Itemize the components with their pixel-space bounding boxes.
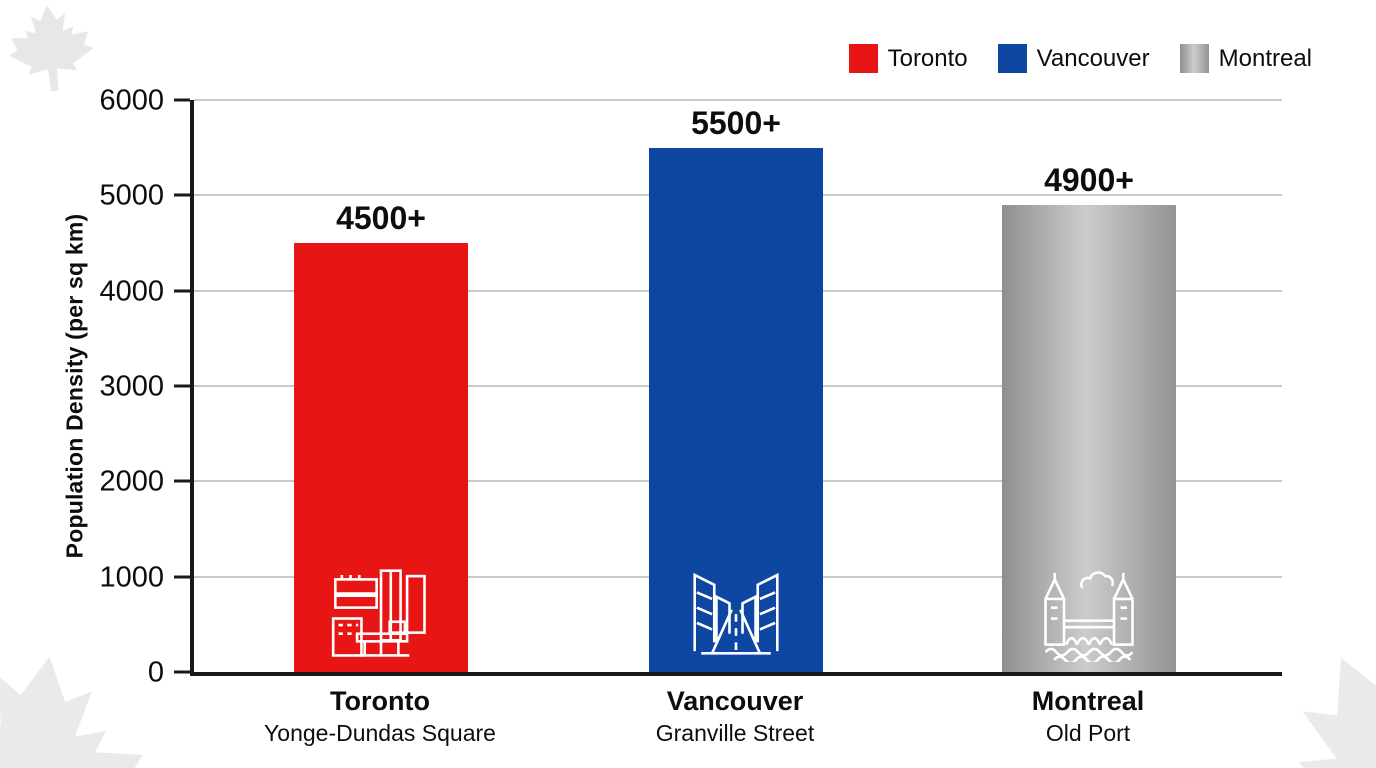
bar-value-label: 4500+ xyxy=(336,200,426,236)
plot-area: 4500+ xyxy=(99,86,1282,687)
bar-group-vancouver: 5500+ xyxy=(649,100,823,672)
y-axis-tick xyxy=(174,670,190,674)
y-axis-tick xyxy=(174,479,190,483)
legend-label: Vancouver xyxy=(1036,44,1150,72)
bar-toronto xyxy=(294,243,468,672)
montreal-old-port-icon xyxy=(1033,562,1145,662)
toronto-buildings-icon xyxy=(325,562,437,662)
legend-item-vancouver: Vancouver xyxy=(997,44,1150,73)
x-label-vancouver: Vancouver Granville Street xyxy=(565,686,905,746)
vancouver-street-icon xyxy=(680,562,792,662)
legend-label: Montreal xyxy=(1218,44,1312,72)
y-axis-tick xyxy=(174,384,190,388)
category-sublabel: Yonge-Dundas Square xyxy=(264,720,496,747)
y-axis-tick xyxy=(174,193,190,197)
gridline xyxy=(194,99,1282,101)
bar-value-label: 5500+ xyxy=(691,104,781,141)
legend-swatch-montreal xyxy=(1179,44,1209,73)
y-axis-tick xyxy=(174,98,190,102)
bar-group-montreal: 4900+ xyxy=(1002,100,1176,672)
legend-label: Toronto xyxy=(887,44,968,72)
legend-item-montreal: Montreal xyxy=(1179,44,1312,73)
x-label-montreal: Montreal Old Port xyxy=(918,686,1258,746)
maple-leaf-watermark-bottom-left xyxy=(0,632,174,768)
x-label-toronto: Toronto Yonge-Dundas Square xyxy=(210,686,550,746)
y-axis-tick xyxy=(174,289,190,293)
bar-montreal xyxy=(1002,204,1176,672)
maple-leaf-watermark-top-left xyxy=(2,0,100,102)
category-sublabel: Old Port xyxy=(1045,720,1131,747)
y-axis-tick xyxy=(174,575,190,579)
category-name: Toronto xyxy=(330,686,430,716)
y-axis-title: Population Density (per sq km) xyxy=(61,213,88,559)
category-name: Montreal xyxy=(1031,686,1145,716)
category-sublabel: Granville Street xyxy=(655,720,815,747)
legend-item-toronto: Toronto xyxy=(848,44,968,73)
category-name: Vancouver xyxy=(666,686,804,716)
legend-swatch-vancouver xyxy=(997,44,1027,73)
chart-legend: Toronto Vancouver Montreal xyxy=(848,44,1312,73)
bar-group-toronto: 4500+ xyxy=(294,100,468,672)
legend-swatch-toronto xyxy=(848,44,878,73)
maple-leaf-watermark-bottom-right xyxy=(1202,592,1376,768)
bar-vancouver xyxy=(649,147,823,672)
bar-value-label: 4900+ xyxy=(1044,161,1134,198)
